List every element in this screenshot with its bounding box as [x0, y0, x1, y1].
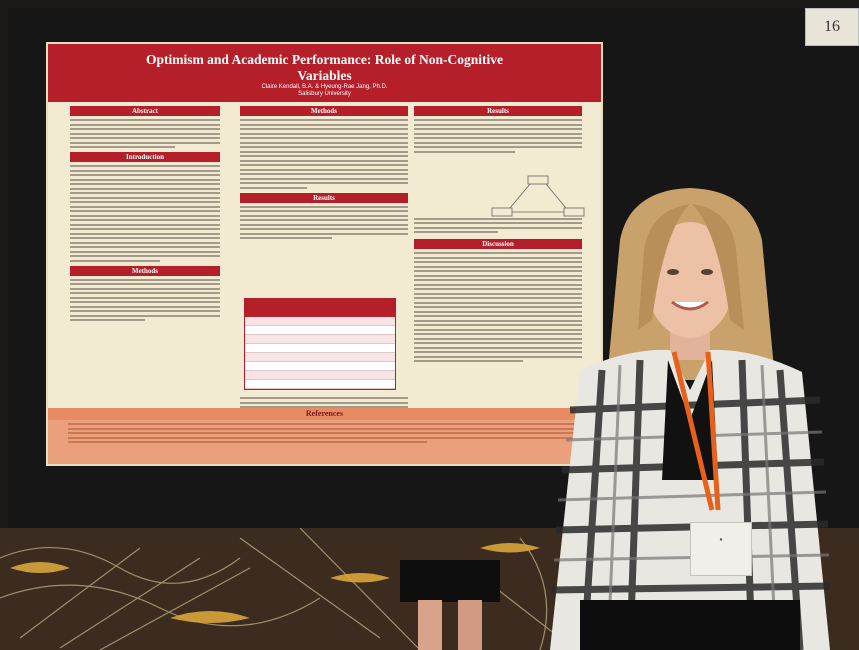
poster-title: Optimism and Academic Performance: Role …	[146, 52, 503, 83]
results-middle-text	[240, 205, 408, 239]
poster-column-left: Abstract Introduction Methods	[70, 106, 220, 325]
mediation-diagram	[491, 175, 585, 217]
section-introduction: Introduction	[70, 152, 220, 162]
results-table	[244, 298, 396, 390]
section-discussion: Discussion	[414, 239, 582, 249]
section-references: References	[48, 408, 601, 420]
poster-column-middle: Methods Results	[240, 106, 408, 243]
methods-left-text	[70, 278, 220, 321]
section-methods-middle: Methods	[240, 106, 408, 116]
section-abstract: Abstract	[70, 106, 220, 116]
results-right-text-2	[414, 217, 582, 233]
poster-affiliation: Salisbury University	[298, 91, 351, 97]
abstract-text	[70, 119, 220, 148]
discussion-text	[414, 252, 582, 362]
section-methods-left: Methods	[70, 265, 220, 276]
section-results-right: Results	[414, 106, 582, 116]
poster-authors: Claire Kendall, B.A. & Hyeung-Rae Jang, …	[261, 84, 388, 90]
section-results-middle: Results	[240, 192, 408, 203]
introduction-text	[70, 165, 220, 262]
poster-header: Optimism and Academic Performance: Role …	[48, 44, 601, 102]
methods-middle-text	[240, 119, 408, 189]
results-right-text	[414, 119, 582, 153]
background-person-legs	[400, 560, 500, 650]
name-badge: ●	[690, 522, 752, 576]
presenter-person	[550, 188, 831, 650]
references-band: References	[48, 408, 601, 464]
poster-column-right: Results Discussion	[414, 106, 582, 366]
booth-number-card: 16	[805, 8, 859, 46]
research-poster: Optimism and Academic Performance: Role …	[48, 44, 601, 464]
